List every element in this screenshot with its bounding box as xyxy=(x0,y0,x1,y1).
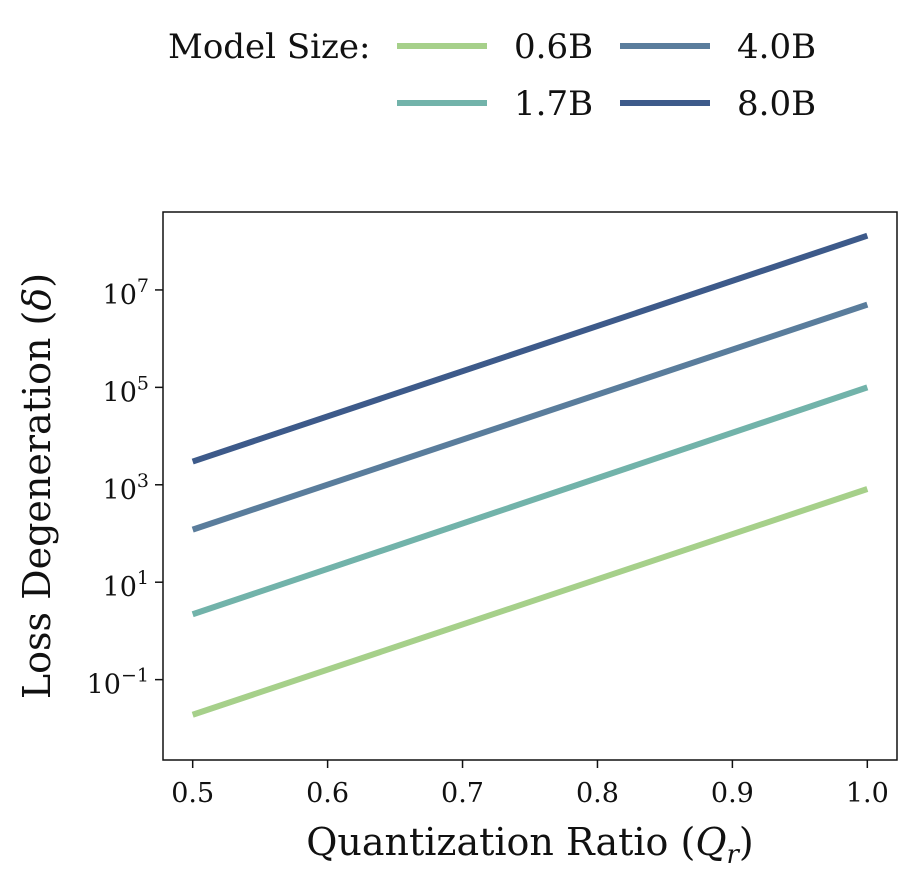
legend: Model Size: 0.6B 1.7B 4.0B 8.0B xyxy=(168,27,816,124)
y-tick-exponent: 5 xyxy=(137,372,149,394)
plot-frame xyxy=(162,211,898,761)
legend-label-8.0B: 8.0B xyxy=(737,84,816,124)
y-tick-exponent: 3 xyxy=(137,470,149,492)
x-axis-title-symbol: Q xyxy=(695,820,726,864)
x-tick-label: 0.9 xyxy=(711,778,754,809)
x-axis-title: Quantization Ratio (Qr) xyxy=(306,820,753,870)
x-tick: 0.7 xyxy=(441,760,484,809)
y-tick-base: 10 xyxy=(103,377,137,408)
y-tick-base: 10 xyxy=(87,670,121,701)
x-axis-title-subscript: r xyxy=(726,840,740,870)
series-line-0.6B xyxy=(191,486,869,718)
y-tick-base: 10 xyxy=(103,475,137,506)
x-tick-label: 0.6 xyxy=(306,778,349,809)
y-tick-exponent: −1 xyxy=(121,665,149,687)
legend-label-0.6B: 0.6B xyxy=(514,27,593,67)
y-axis-title: Loss Degeneration (δ) xyxy=(15,273,59,699)
y-axis-title-close: ) xyxy=(15,273,59,288)
series-group xyxy=(191,232,869,718)
y-axis-title-symbol: δ xyxy=(15,288,59,311)
x-tick-label: 0.7 xyxy=(441,778,484,809)
y-tick-exponent: 1 xyxy=(137,567,149,589)
x-tick: 1.0 xyxy=(846,760,889,809)
x-axis-title-main: Quantization Ratio ( xyxy=(306,820,695,864)
y-tick-exponent: 7 xyxy=(137,275,149,297)
y-tick-label: 105 xyxy=(103,372,149,408)
y-tick-base: 10 xyxy=(103,280,137,311)
x-axis-title-close: ) xyxy=(739,820,754,864)
y-tick: 101 xyxy=(103,567,163,603)
x-tick: 0.5 xyxy=(171,760,214,809)
x-tick-label: 0.8 xyxy=(576,778,619,809)
x-tick: 0.9 xyxy=(711,760,754,809)
legend-label-1.7B: 1.7B xyxy=(514,84,593,124)
y-tick-base: 10 xyxy=(103,572,137,603)
series-line-8.0B xyxy=(191,232,869,465)
y-axis-title-main: Loss Degeneration ( xyxy=(15,311,59,699)
y-tick: 10−1 xyxy=(87,665,163,701)
y-axis: 10−1 101 103 105 107 xyxy=(87,275,163,701)
x-tick: 0.6 xyxy=(306,760,349,809)
y-tick: 107 xyxy=(103,275,163,311)
y-tick: 103 xyxy=(103,470,163,506)
y-tick: 105 xyxy=(103,372,163,408)
x-tick-label: 1.0 xyxy=(846,778,889,809)
y-tick-label: 107 xyxy=(103,275,149,311)
y-tick-label: 103 xyxy=(103,470,149,506)
x-tick: 0.8 xyxy=(576,760,619,809)
y-tick-label: 101 xyxy=(103,567,149,603)
legend-title: Model Size: xyxy=(168,27,371,67)
legend-label-4.0B: 4.0B xyxy=(737,27,816,67)
series-line-4.0B xyxy=(191,301,869,533)
x-tick-label: 0.5 xyxy=(171,778,214,809)
y-tick-label: 10−1 xyxy=(87,665,149,701)
x-axis: 0.5 0.6 0.7 0.8 0.9 1.0 xyxy=(171,760,889,809)
series-line-1.7B xyxy=(191,384,869,618)
